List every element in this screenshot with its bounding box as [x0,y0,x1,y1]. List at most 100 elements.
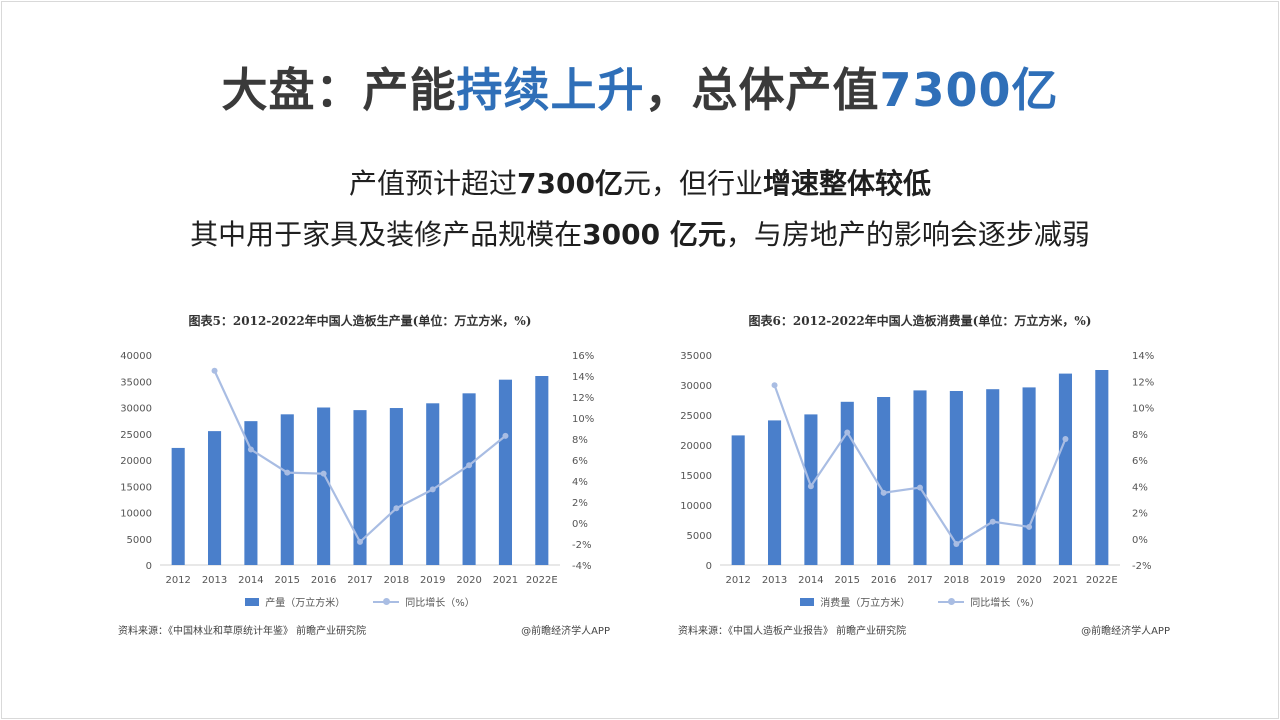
bar [1022,387,1036,565]
y-right-tick-label: 4% [572,477,588,488]
x-tick-label: 2016 [871,575,896,586]
x-tick-label: 2018 [944,575,969,586]
y-right-tick-label: 16% [572,351,594,362]
x-tick-label: 2020 [456,575,481,586]
bar [913,390,927,565]
y-right-tick-label: 2% [572,498,588,509]
y-left-tick-label: 30000 [680,381,712,392]
growth-point [429,486,436,493]
growth-point [807,483,814,490]
bar [498,379,512,565]
bar [389,408,403,565]
y-left-tick-label: 10000 [120,509,152,520]
y-left-tick-label: 5000 [687,531,712,542]
legend-item-bar: 消费量（万立方米） [800,594,910,609]
y-left-tick-label: 40000 [120,351,152,362]
legend-line-label: 同比增长（%） [405,598,475,609]
y-right-tick-label: -2% [1132,561,1151,572]
y-left-tick-label: 20000 [120,456,152,467]
x-tick-label: 2021 [493,575,518,586]
growth-point [989,518,996,525]
x-tick-label: 2014 [238,575,263,586]
growth-point [211,367,218,374]
growth-point [844,429,851,436]
title-part-2: 持续上升 [456,63,645,117]
title-part-1: 大盘：产能 [221,63,457,117]
y-left-tick-label: 0 [706,561,712,572]
bar [949,391,963,565]
x-tick-label: 2014 [798,575,823,586]
y-left-tick-label: 15000 [120,482,152,493]
chart-legend: 消费量（万立方米） 同比增长（%） [660,594,1180,609]
legend-item-line: 同比增长（%） [373,594,475,609]
bar [731,435,745,565]
legend-line-label: 同比增长（%） [970,598,1040,609]
growth-point [247,446,254,453]
x-tick-label: 2018 [384,575,409,586]
chart-title: 图表5：2012-2022年中国人造板生产量(单位：万立方米，%) [188,314,532,328]
subtitle2-c: ，与房地产的影响会逐步减弱 [725,218,1090,251]
y-left-tick-label: 35000 [120,377,152,388]
y-left-tick-label: 25000 [120,430,152,441]
x-tick-label: 2016 [311,575,336,586]
legend-item-line: 同比增长（%） [938,594,1040,609]
legend-line-swatch [373,597,400,605]
y-right-tick-label: 2% [1132,509,1148,520]
y-right-tick-label: 0% [572,519,588,530]
y-right-tick-label: 4% [1132,482,1148,493]
title-part-4: 7300亿 [879,63,1059,117]
title-part-3: ，总体产值 [644,63,880,117]
x-tick-label: 2019 [980,575,1005,586]
x-tick-label: 2012 [725,575,750,586]
bar [535,376,549,565]
legend-bar-label: 产量（万立方米） [265,598,346,609]
x-tick-label: 2021 [1053,575,1078,586]
subtitle1-d: 增速整体较低 [762,167,931,200]
consumption-chart-svg: 0 5000 10000 15000 20000 25000 30000 35000 -2% 0%… [680,351,1154,586]
growth-point [466,462,473,469]
y-left-tick-label: 0 [146,561,152,572]
x-tick-label: 2017 [347,575,372,586]
subtitle1-c: 元，但行业 [622,167,763,200]
x-tick-label: 2013 [762,575,787,586]
y-right-tick-label: 0% [1132,535,1148,546]
production-chart-svg: 0 5000 10000 15000 20000 25000 30000 35000 40000… [120,351,594,586]
x-tick-label: 2020 [1016,575,1041,586]
y-right-tick-label: 8% [572,435,588,446]
legend-bar-swatch [800,597,815,606]
growth-point [1062,436,1069,442]
bar [208,431,222,565]
y-right-tick-label: -2% [572,540,591,551]
growth-point [502,432,509,439]
growth-point [953,541,960,547]
bar [426,403,440,565]
chart-source: 资料来源：《中国林业和草原统计年鉴》 前瞻产业研究院 [118,626,367,637]
bar [171,447,185,565]
y-right-tick-label: 6% [1132,456,1148,467]
bar [317,407,331,565]
consumption-chart: 图表6：2012-2022年中国人造板消费量(单位：万立方米，%) 0 5000 1… [660,300,1180,645]
y-right-tick-label: 14% [572,372,594,383]
legend-item-bar: 产量（万立方米） [245,594,345,609]
subtitle1-b: 7300亿 [517,167,623,200]
y-right-tick-label: 6% [572,456,588,467]
bar [280,414,294,565]
y-right-tick-label: 8% [1132,430,1148,441]
y-right-tick-label: 14% [1132,351,1154,362]
y-right-tick-label: 12% [572,393,594,404]
growth-point [357,538,363,545]
bar [244,421,258,565]
growth-point [771,382,778,389]
y-right-tick-label: 12% [1132,377,1154,388]
production-chart: 图表5：2012-2022年中国人造板生产量(单位：万立方米，%) 0 5000 1… [100,300,620,645]
chart-brand: @前瞻经济学人APP [521,626,610,637]
subtitle2-a: 其中用于家具及装修产品规模在 [190,218,583,251]
bar [840,401,854,565]
chart-title: 图表6：2012-2022年中国人造板消费量(单位：万立方米，%) [748,314,1092,328]
subtitle-line-1: 产值预计超过7300亿元，但行业增速整体较低 [0,162,1280,202]
chart-source: 资料来源：《中国人造板产业报告》 前瞻产业研究院 [678,626,907,637]
x-tick-label: 2013 [202,575,227,586]
bar [1058,373,1072,565]
growth-point [284,469,291,476]
